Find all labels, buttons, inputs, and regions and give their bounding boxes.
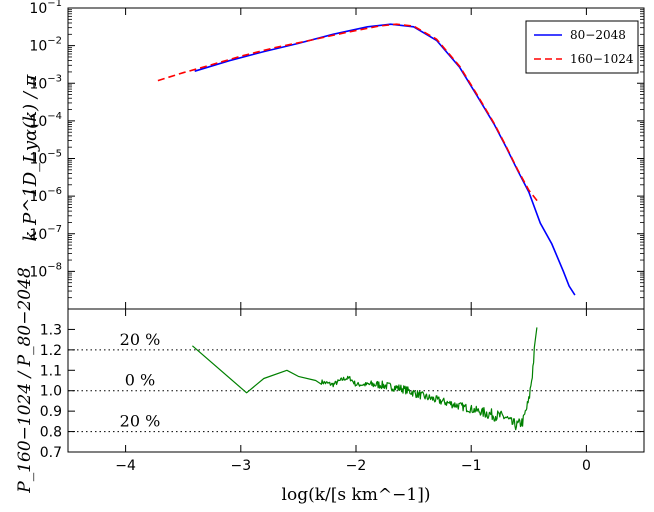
bottom-ytick-label: 0.8 [40, 425, 62, 441]
top-ytick-label: 10−2 [29, 36, 62, 55]
bottom-plot-area: 20 % 0 % 20 % [68, 327, 644, 433]
reference-label: 20 % [120, 330, 161, 349]
legend-label-80-2048: 80−2048 [570, 28, 626, 42]
series-line-80-2048 [194, 23, 576, 296]
legend: 80−2048 160−1024 [525, 20, 639, 74]
reference-label: 0 % [125, 371, 155, 390]
top-ytick-label: 10−7 [29, 224, 62, 243]
bottom-ytick-label: 0.7 [40, 445, 62, 461]
bottom-ticks: 0.7 0.8 0.9 1.0 1.1 1.2 1.3 −4 −3 −2 −1 0 [40, 309, 644, 474]
bottom-xtick-label: −4 [115, 458, 136, 474]
bottom-ytick-label: 1.2 [40, 343, 62, 359]
top-ytick-label: 10−4 [29, 111, 62, 130]
bottom-ytick-label: 1.1 [40, 363, 62, 379]
ratio-series-line [192, 327, 538, 431]
top-ytick-label: 10−5 [29, 149, 62, 168]
bottom-xtick-label: −2 [346, 458, 367, 474]
bottom-xtick-label: −3 [230, 458, 251, 474]
bottom-y-axis-label: P_160−1024 / P_80−2048 [15, 267, 35, 494]
top-ytick-label: 10−1 [29, 0, 62, 17]
top-ytick-label: 10−6 [29, 186, 62, 205]
bottom-xtick-label: 0 [582, 458, 591, 474]
bottom-ytick-label: 1.3 [40, 322, 62, 338]
x-axis-label: log(k/[s km^−1]) [282, 485, 431, 505]
bottom-ytick-label: 1.0 [40, 384, 62, 400]
bottom-ytick-label: 0.9 [40, 404, 62, 420]
reference-label: 20 % [120, 412, 161, 431]
top-ytick-label: 10−8 [29, 261, 62, 280]
top-y-ticks: 10−8 10−7 10−6 10−5 10−4 10−3 10−2 10−1 [29, 0, 644, 309]
bottom-xtick-label: −1 [461, 458, 482, 474]
top-y-axis-label: k P^1D_Lyα(k) / π [20, 73, 41, 241]
series-line-160-1024 [157, 23, 539, 203]
top-plot-area [157, 23, 576, 296]
legend-box [525, 20, 639, 74]
legend-label-160-1024: 160−1024 [570, 52, 634, 66]
top-ytick-label: 10−3 [29, 73, 62, 92]
